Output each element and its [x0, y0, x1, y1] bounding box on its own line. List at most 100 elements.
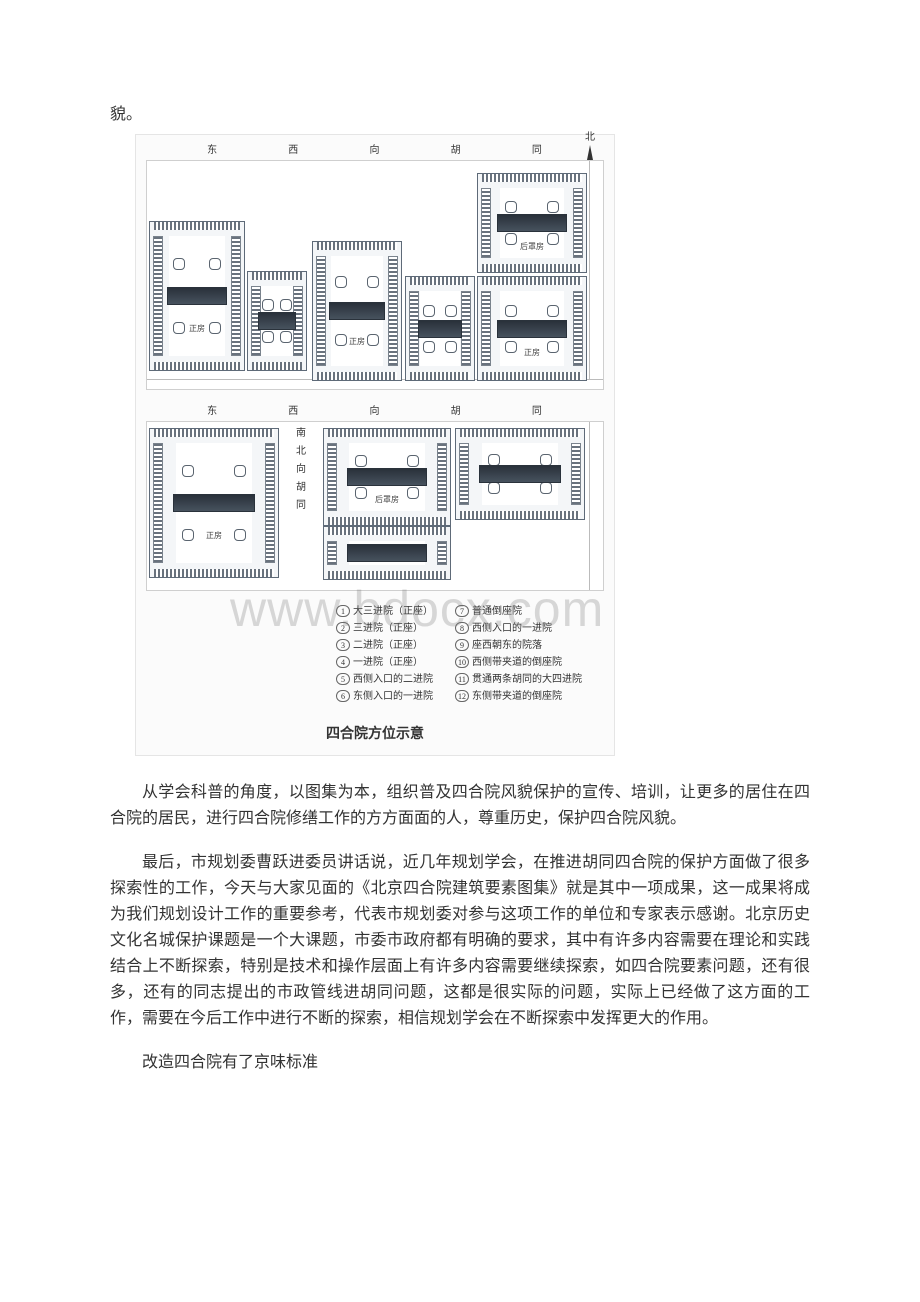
main-hall-roof [347, 468, 428, 486]
hutong-char: 胡 [451, 402, 462, 417]
legend-text: 普通倒座院 [472, 606, 522, 617]
hutong-char: 东 [207, 141, 218, 156]
legend-item: 4一进院（正座） [336, 654, 433, 671]
wing-east [571, 443, 581, 505]
legend-number: 3 [336, 639, 350, 651]
hutong-row-top: 东西向胡同 [136, 135, 614, 160]
tree-icon [547, 341, 559, 353]
tree-icon [547, 233, 559, 245]
sn-char: 北 [296, 443, 306, 461]
tree-icon [488, 482, 500, 494]
sn-char: 胡 [296, 479, 306, 497]
courtyard-block [455, 428, 585, 520]
legend-text: 东侧带夹道的倒座院 [472, 691, 562, 702]
wing-east [573, 188, 583, 258]
tree-icon [540, 482, 552, 494]
tree-icon [407, 487, 419, 499]
legend-number: 1 [336, 605, 350, 617]
courtyard-block: 正房 [149, 221, 245, 371]
legend-item: 6东侧入口的一进院 [336, 688, 433, 705]
legend-text: 贯通两条胡同的大四进院 [472, 674, 582, 685]
wing-east [231, 236, 241, 356]
tree-icon [209, 322, 221, 334]
block-label: 后罩房 [373, 494, 401, 505]
legend-text: 一进院（正座） [353, 657, 423, 668]
tree-icon [262, 299, 274, 311]
legend-number: 7 [455, 605, 469, 617]
legend-number: 9 [455, 639, 469, 651]
courtyard-block [247, 271, 307, 371]
main-hall-roof [167, 287, 227, 305]
legend-text: 西侧入口的二进院 [353, 674, 433, 685]
tree-icon [355, 455, 367, 467]
legend-text: 座西朝东的院落 [472, 640, 542, 651]
legend-number: 10 [455, 656, 469, 668]
tree-icon [355, 487, 367, 499]
hutong-char: 东 [207, 402, 218, 417]
wing-west [481, 291, 491, 366]
legend-text: 西侧带夹道的倒座院 [472, 657, 562, 668]
hutong-char: 同 [532, 141, 543, 156]
block-label: 正房 [187, 323, 207, 334]
courtyard-block: 正房 [312, 241, 402, 381]
legend-item: 10西侧带夹道的倒座院 [455, 654, 582, 671]
legend-text: 三进院（正座） [353, 623, 423, 634]
wing-east [437, 443, 447, 511]
tree-icon [547, 201, 559, 213]
wing-east [437, 541, 447, 565]
tree-icon [234, 529, 246, 541]
tree-icon [505, 341, 517, 353]
legend-number: 12 [455, 690, 469, 702]
main-hall-roof [497, 214, 566, 232]
wing-west [481, 188, 491, 258]
section-subtitle: 改造四合院有了京味标准 [110, 1050, 810, 1076]
tree-icon [173, 322, 185, 334]
hutong-char: 西 [288, 141, 299, 156]
block-label: 后罩房 [518, 241, 546, 252]
tree-icon [280, 299, 292, 311]
tree-icon [445, 305, 457, 317]
block-label: 正房 [347, 336, 367, 347]
main-hall-roof [173, 494, 255, 512]
courtyard-block: 正房 [477, 276, 587, 381]
tree-icon [182, 465, 194, 477]
hutong-row-mid: 东西向胡同 [136, 396, 614, 421]
tree-icon [262, 331, 274, 343]
tree-icon [280, 331, 292, 343]
sn-char: 南 [296, 425, 306, 443]
legend-col-left: 1大三进院（正座）2三进院（正座）3二进院（正座）4一进院（正座）5西侧入口的二… [336, 603, 433, 705]
courtyard-block: 后罩房 [323, 428, 451, 526]
tree-icon [505, 201, 517, 213]
legend-item: 7普通倒座院 [455, 603, 582, 620]
tree-icon [367, 276, 379, 288]
wing-west [327, 443, 337, 511]
legend-item: 11贯通两条胡同的大四进院 [455, 671, 582, 688]
hutong-char: 西 [288, 402, 299, 417]
road-right [589, 161, 603, 389]
tree-icon [367, 334, 379, 346]
wing-west [459, 443, 469, 505]
legend-text: 东侧入口的一进院 [353, 691, 433, 702]
tree-icon [335, 276, 347, 288]
main-hall-roof [497, 320, 566, 338]
wing-west [327, 541, 337, 565]
legend-number: 11 [455, 673, 469, 685]
legend-text: 大三进院（正座） [353, 606, 433, 617]
legend-number: 5 [336, 673, 350, 685]
courtyard-block: 后罩房 [477, 173, 587, 273]
paragraph-1: 从学会科普的角度，以图集为本，组织普及四合院风貌保护的宣传、培训，让更多的居住在… [110, 780, 810, 832]
diagram-caption: 四合院方位示意 [136, 715, 614, 755]
paragraph-2: 最后，市规划委曹跃进委员讲话说，近几年规划学会，在推进胡同四合院的保护方面做了很… [110, 850, 810, 1032]
tree-icon [423, 305, 435, 317]
tree-icon [505, 233, 517, 245]
hutong-char: 同 [532, 402, 543, 417]
legend-item: 5西侧入口的二进院 [336, 671, 433, 688]
sn-char: 同 [296, 497, 306, 515]
main-hall-roof [418, 320, 462, 338]
legend-number: 8 [455, 622, 469, 634]
road-right [589, 422, 603, 590]
legend-item: 9座西朝东的院落 [455, 637, 582, 654]
legend-item: 12东侧带夹道的倒座院 [455, 688, 582, 705]
tree-icon [182, 529, 194, 541]
tree-icon [234, 465, 246, 477]
